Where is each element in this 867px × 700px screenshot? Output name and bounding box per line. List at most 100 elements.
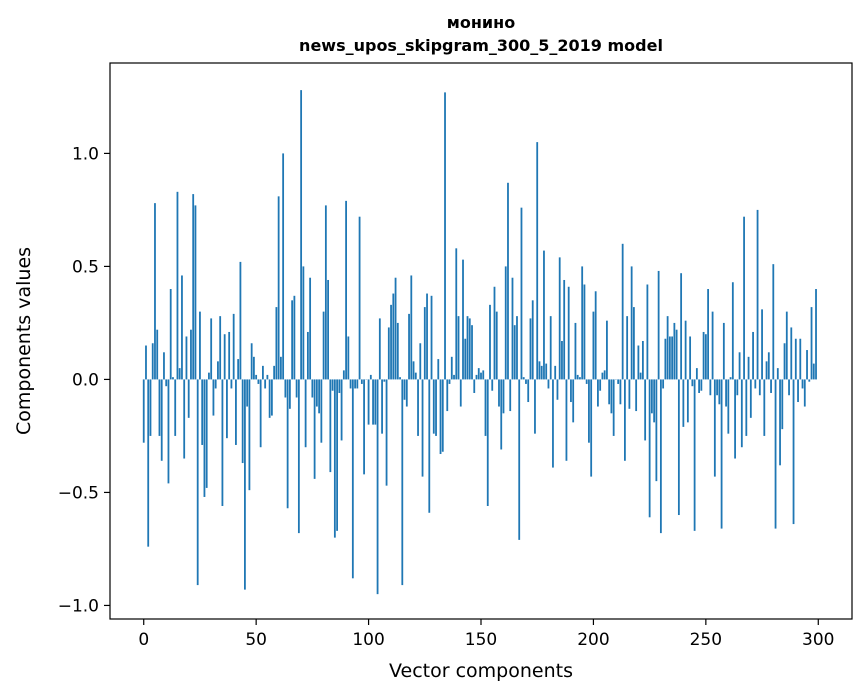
bar [163, 352, 165, 379]
bar [779, 379, 781, 465]
y-tick-label: 1.0 [72, 144, 99, 164]
bar [608, 379, 610, 404]
bar [572, 379, 574, 422]
x-tick-label: 0 [138, 630, 149, 650]
bar [455, 248, 457, 379]
bar [620, 379, 622, 404]
bar [660, 379, 662, 533]
bar [525, 379, 527, 384]
bar [255, 375, 257, 380]
bar [415, 373, 417, 380]
bar [473, 379, 475, 393]
bar [518, 379, 520, 539]
bar [813, 364, 815, 380]
bar [669, 336, 671, 379]
bar [723, 323, 725, 380]
bar [496, 312, 498, 380]
bar [347, 336, 349, 379]
bar [637, 346, 639, 380]
bar [354, 379, 356, 388]
bar [401, 379, 403, 585]
bar [649, 379, 651, 517]
bar [743, 217, 745, 380]
bar [507, 183, 509, 380]
bar [424, 307, 426, 379]
x-tick-label: 50 [245, 630, 267, 650]
bar [314, 379, 316, 478]
bar [698, 379, 700, 393]
bar [550, 316, 552, 379]
bar [732, 282, 734, 379]
bar [766, 361, 768, 379]
bar [435, 379, 437, 436]
bar [797, 379, 799, 402]
bar [320, 379, 322, 442]
bar [458, 316, 460, 379]
bar [579, 377, 581, 379]
bar [489, 305, 491, 380]
bar [673, 323, 675, 380]
bar [287, 379, 289, 508]
bar [422, 379, 424, 476]
bar [298, 379, 300, 533]
bar [329, 379, 331, 472]
bar [197, 379, 199, 585]
bar [548, 379, 550, 388]
bar [761, 309, 763, 379]
bar [395, 278, 397, 380]
bar [433, 379, 435, 433]
bar [379, 318, 381, 379]
bar [658, 271, 660, 379]
bar [599, 379, 601, 390]
bar [201, 379, 203, 445]
bar [417, 379, 419, 436]
bar [372, 379, 374, 424]
bar [410, 275, 412, 379]
bar [305, 379, 307, 447]
bar [296, 379, 298, 397]
bar [244, 379, 246, 589]
x-tick-label: 150 [465, 630, 497, 650]
bar [748, 357, 750, 380]
bar [597, 379, 599, 406]
bar [327, 280, 329, 379]
x-axis-label: Vector components [389, 660, 573, 682]
bar [804, 379, 806, 406]
bar [228, 332, 230, 379]
bar [143, 379, 145, 442]
bar [204, 379, 206, 497]
bar [469, 318, 471, 379]
bar [449, 379, 451, 384]
bar [226, 379, 228, 438]
bar [581, 266, 583, 379]
bar [705, 334, 707, 379]
plot-frame [110, 63, 852, 619]
bar [633, 307, 635, 379]
bar [595, 291, 597, 379]
bar [777, 368, 779, 379]
bar [370, 375, 372, 380]
bar [763, 379, 765, 436]
bar [727, 379, 729, 433]
bar [689, 336, 691, 379]
bar [172, 377, 174, 379]
bar [563, 280, 565, 379]
bar [264, 379, 266, 388]
bar [806, 350, 808, 379]
bar [210, 318, 212, 379]
bar [147, 379, 149, 546]
bar [269, 379, 271, 417]
bar [392, 294, 394, 380]
bar [215, 379, 217, 388]
bar [159, 379, 161, 436]
bar [266, 375, 268, 380]
bar [721, 379, 723, 528]
bar [406, 379, 408, 406]
bar [386, 379, 388, 485]
x-tick-label: 250 [690, 630, 722, 650]
bar [703, 332, 705, 379]
bar [195, 205, 197, 379]
x-tick-label: 300 [802, 630, 834, 650]
bar [442, 379, 444, 451]
bar [808, 379, 810, 381]
